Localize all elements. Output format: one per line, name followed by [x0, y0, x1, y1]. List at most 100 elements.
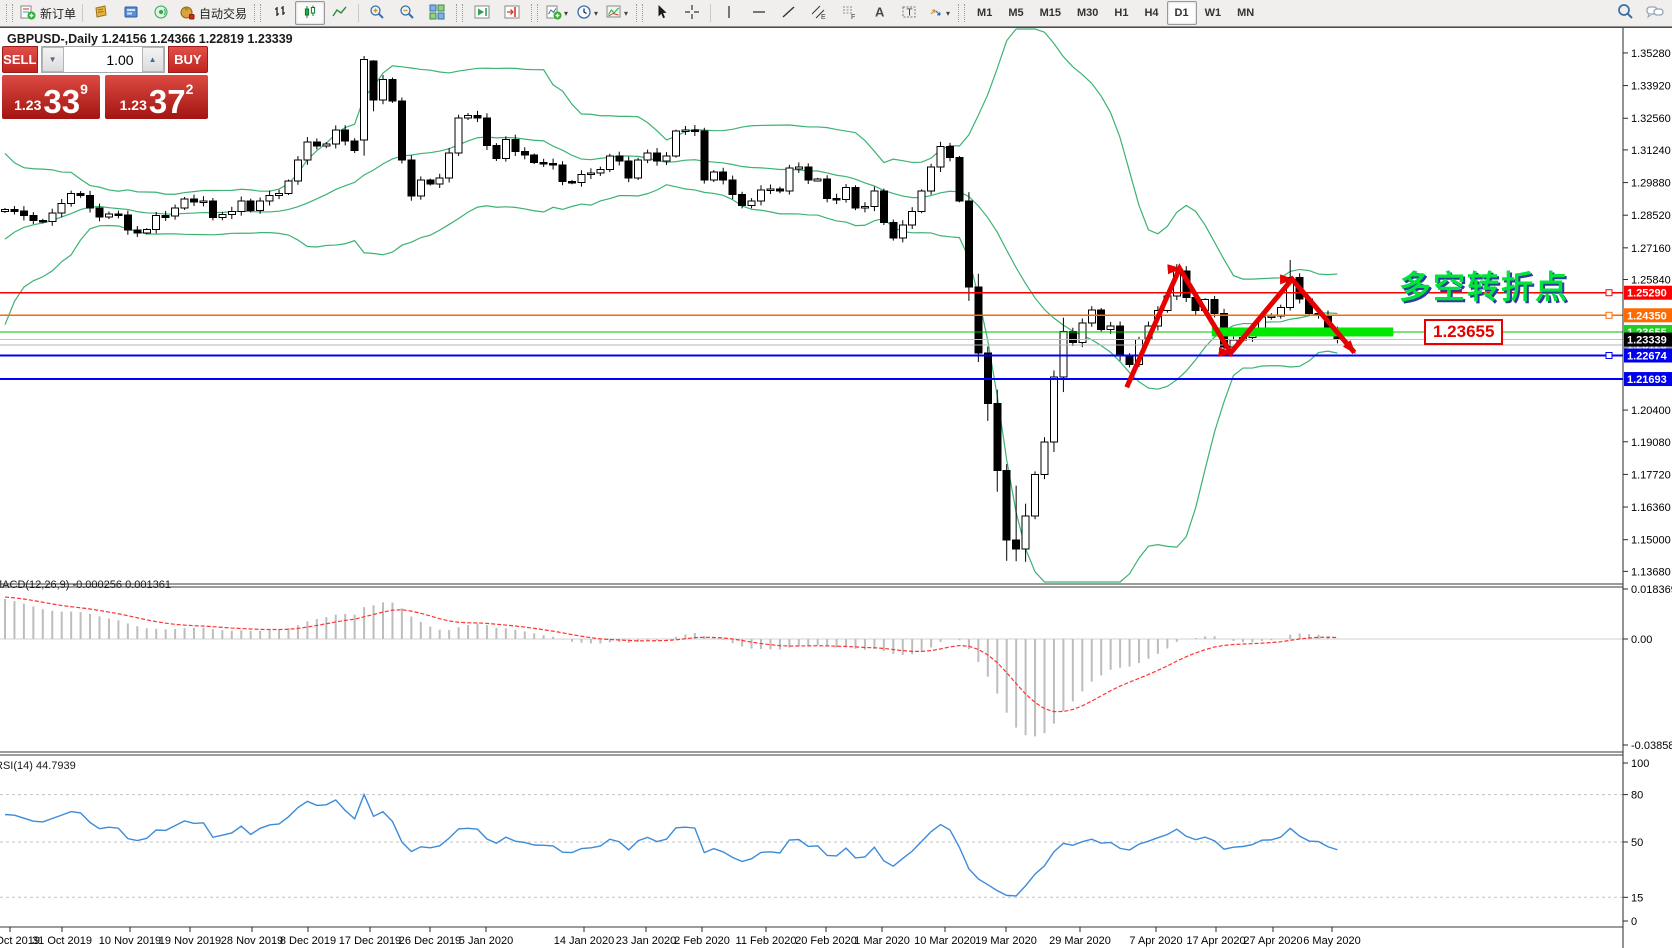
chart-shift-icon [504, 4, 520, 23]
signal-icon [153, 4, 169, 23]
horizontal-line-icon [751, 4, 767, 23]
bar-chart-type-button[interactable] [265, 1, 295, 25]
svg-text:80: 80 [1631, 790, 1643, 802]
candlestick-type-button[interactable] [295, 1, 326, 25]
search-icon [1617, 3, 1634, 23]
svg-text:1.27160: 1.27160 [1631, 243, 1671, 255]
timeframe-button-m1[interactable]: M1 [977, 7, 993, 19]
svg-text:5 Jan 2020: 5 Jan 2020 [459, 935, 513, 947]
vertical-line-tool-button[interactable] [714, 1, 744, 25]
zoom-in-icon [369, 4, 385, 23]
candlestick-icon [302, 4, 318, 23]
buy-price-pip: 2 [185, 81, 194, 97]
svg-text:1.35280: 1.35280 [1631, 48, 1671, 60]
crosshair-tool-button[interactable] [677, 1, 707, 25]
templates-dropdown-arrow[interactable]: ▾ [624, 8, 629, 18]
timeframe-button-h1[interactable]: H1 [1114, 7, 1129, 19]
shapes-tool-button[interactable]: ▾ [924, 1, 954, 25]
auto-scroll-icon [474, 4, 490, 23]
zoom-in-button[interactable] [362, 1, 392, 25]
autotrading-icon [179, 4, 195, 23]
svg-text:F: F [851, 14, 855, 20]
buy-price-display[interactable]: 1.23 37 2 [105, 75, 208, 119]
navigator-button[interactable] [116, 1, 146, 25]
svg-text:7 Apr 2020: 7 Apr 2020 [1129, 935, 1182, 947]
price-tag-annotation[interactable]: 1.23655 [1424, 319, 1504, 345]
shapes-dropdown-arrow[interactable]: ▾ [946, 8, 951, 18]
timeframe-button-m5[interactable]: M5 [1008, 7, 1024, 19]
indicators-dropdown-arrow[interactable]: ▾ [564, 8, 569, 18]
candles [1, 56, 1342, 562]
new-order-button[interactable]: 新订单 [17, 1, 79, 25]
svg-text:1.19080: 1.19080 [1631, 437, 1671, 449]
timeframe-button-mn[interactable]: MN [1237, 7, 1255, 19]
volume-decrease-button[interactable]: ▼ [41, 47, 64, 72]
indicator-panels [0, 583, 1623, 928]
svg-text:6 May 2020: 6 May 2020 [1303, 935, 1360, 947]
autotrading-button[interactable]: 自动交易 [176, 1, 250, 25]
sell-price-big: 33 [43, 82, 81, 120]
line-chart-type-button[interactable] [325, 1, 355, 25]
chart-shift-button[interactable] [497, 1, 527, 25]
navigator-icon [123, 4, 139, 23]
signal-button[interactable] [146, 1, 176, 25]
autotrading-label: 自动交易 [199, 6, 248, 21]
timeframe-button-w1[interactable]: W1 [1204, 7, 1222, 19]
timeframe-button-d1[interactable]: D1 [1166, 1, 1197, 25]
chat-icon [1646, 4, 1664, 23]
periods-button[interactable]: ▾ [572, 1, 602, 25]
chat-button[interactable] [1640, 1, 1670, 25]
timeframe-button-m30[interactable]: M30 [1077, 7, 1099, 19]
svg-text:1.20400: 1.20400 [1631, 405, 1671, 417]
text-tool-button[interactable]: A [864, 1, 894, 25]
volume-input[interactable] [63, 47, 142, 72]
text-label-icon: T [901, 4, 917, 23]
buy-button[interactable]: BUY [167, 46, 208, 73]
chart-canvas[interactable]: 1.35280 1.33920 1.32560 1.31240 1.29880 1.285… [0, 28, 1672, 948]
svg-text:T: T [907, 7, 913, 18]
templates-icon [606, 4, 622, 23]
sell-button[interactable]: SELL [2, 46, 38, 73]
channel-tool-button[interactable]: E [804, 1, 834, 25]
market-watch-icon [93, 4, 109, 23]
chart-workspace: 1.35280 1.33920 1.32560 1.31240 1.29880 1.285… [0, 27, 1672, 948]
search-button[interactable] [1610, 1, 1640, 25]
sell-price-pip: 9 [80, 81, 88, 97]
market-watch-button[interactable] [86, 1, 116, 25]
one-click-trade-panel: SELL ▼ ▲ BUY 1.23 33 9 1.23 37 2 [2, 46, 208, 119]
horizontal-line-tool-button[interactable] [744, 1, 774, 25]
sell-price-small: 1.23 [14, 97, 42, 113]
zoom-out-button[interactable] [392, 1, 422, 25]
trendline-tool-button[interactable] [774, 1, 804, 25]
auto-scroll-button[interactable] [467, 1, 497, 25]
svg-text:31 Oct 2019: 31 Oct 2019 [32, 935, 92, 947]
clock-icon [576, 4, 592, 23]
svg-text:0.00: 0.00 [1631, 634, 1652, 646]
templates-button[interactable]: ▾ [602, 1, 632, 25]
svg-text:50: 50 [1631, 837, 1643, 849]
timeframe-button-h4[interactable]: H4 [1144, 7, 1159, 19]
svg-text:17 Apr 2020: 17 Apr 2020 [1186, 935, 1245, 947]
svg-text:1.23339: 1.23339 [1627, 335, 1667, 347]
cursor-tool-button[interactable] [647, 1, 677, 25]
text-tool-icon: A [871, 4, 887, 23]
sell-price-display[interactable]: 1.23 33 9 [2, 75, 100, 119]
timeframe-button-m15[interactable]: M15 [1039, 7, 1061, 19]
macd-indicator-label: MACD(12,26,9) -0.000256 0.001361 [0, 579, 171, 591]
fibonacci-icon: F [841, 4, 857, 23]
indicators-button[interactable]: ▾ [542, 1, 572, 25]
svg-text:26 Dec 2019: 26 Dec 2019 [399, 935, 461, 947]
shapes-icon [928, 4, 944, 23]
volume-increase-button[interactable]: ▲ [141, 47, 164, 72]
svg-text:14 Jan 2020: 14 Jan 2020 [554, 935, 615, 947]
text-label-tool-button[interactable]: T [894, 1, 924, 25]
turning-point-annotation[interactable]: 多空转折点 [1399, 269, 1570, 305]
zoom-out-icon [399, 4, 415, 23]
svg-text:22 Oct 2019: 22 Oct 2019 [0, 935, 40, 947]
periods-dropdown-arrow[interactable]: ▾ [594, 8, 599, 18]
tile-windows-button[interactable] [422, 1, 452, 25]
toolbar-grip [6, 4, 13, 22]
svg-text:15: 15 [1631, 892, 1643, 904]
fibonacci-tool-button[interactable]: F [834, 1, 864, 25]
